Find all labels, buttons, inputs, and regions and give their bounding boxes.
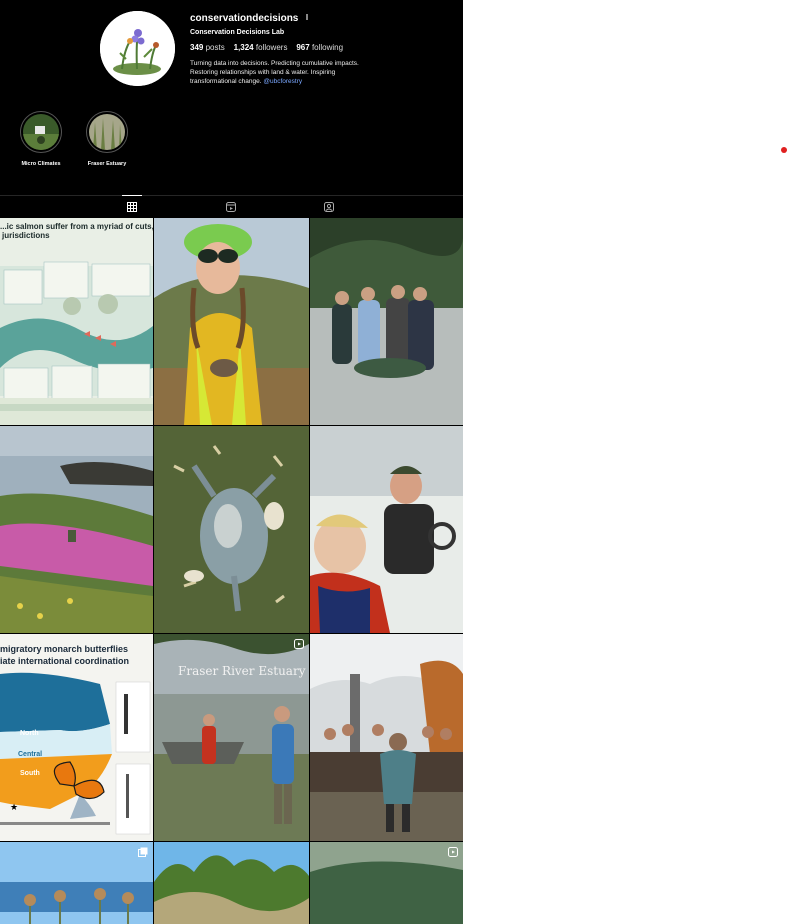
monarch-post-title: migratory monarch butterflies: [0, 644, 129, 654]
reels-icon: [226, 202, 236, 212]
reel-badge-icon: [448, 847, 458, 857]
following-label: following: [311, 43, 344, 52]
reel-badge-icon: [294, 639, 304, 649]
highlight-label: Fraser Estuary: [87, 161, 127, 167]
posts-label: posts: [205, 43, 225, 52]
map-label-south: South: [20, 770, 40, 777]
salmon-post-title: ...ic salmon suffer from a myriad of cut…: [0, 222, 153, 231]
post-salmon-infographic[interactable]: ...ic salmon suffer from a myriad of cut…: [0, 218, 153, 425]
highlight-cover: [89, 114, 125, 150]
map-label-central: Central: [18, 751, 43, 758]
profile-avatar[interactable]: [100, 11, 175, 86]
post-fraser-river-estuary[interactable]: Fraser River Estuary: [154, 634, 309, 841]
tagged-icon: [324, 202, 334, 212]
notification-dot: [781, 147, 787, 153]
following-count: 967: [296, 43, 310, 52]
post-forested-hills[interactable]: [310, 842, 463, 924]
salmon-post-subtitle: jurisdictions: [2, 231, 50, 240]
post-cultural-dancer[interactable]: [310, 634, 463, 841]
tab-tagged[interactable]: [319, 196, 339, 218]
highlight-ring: [86, 111, 128, 153]
grid-icon: [127, 202, 137, 212]
map-label-north: North: [20, 730, 39, 737]
post-coastal-wildflowers[interactable]: [0, 426, 153, 633]
followers-label: followers: [255, 43, 288, 52]
estuary-post-title: Fraser River Estuary: [178, 664, 306, 678]
highlight-ring: [20, 111, 62, 153]
post-boat-selfie[interactable]: [310, 426, 463, 633]
profile-page: conservationdecisions Conservation Decis…: [0, 0, 463, 924]
post-monarch-butterfly-map[interactable]: ★ migratory monarch butterflies iate int…: [0, 634, 153, 841]
post-estuary-team-in-water[interactable]: [310, 218, 463, 425]
post-researcher-holding-bird[interactable]: [154, 218, 309, 425]
highlight-micro-climates[interactable]: Micro Climates: [19, 111, 63, 167]
monarch-post-subtitle: iate international coordination: [0, 656, 130, 666]
tab-posts[interactable]: [122, 195, 142, 218]
post-forest-canopy[interactable]: [154, 842, 309, 924]
highlight-label: Micro Climates: [21, 161, 61, 167]
bio-line-3: transformational change.: [190, 78, 262, 85]
bio-line-1: Turning data into decisions. Predicting …: [190, 60, 359, 67]
bio-link[interactable]: @ubcforestry: [263, 78, 303, 85]
followers-link[interactable]: 1,324 followers: [234, 43, 288, 52]
post-seaside-flowers[interactable]: [0, 842, 153, 924]
highlight-fraser-estuary[interactable]: Fraser Estuary: [85, 111, 129, 167]
svg-text:★: ★: [10, 803, 18, 813]
bio-line-2: Restoring relationships with land & wate…: [190, 69, 336, 76]
followers-count: 1,324: [233, 43, 254, 52]
full-name: Conservation Decisions Lab: [190, 29, 285, 36]
more-options-icon[interactable]: [306, 14, 308, 20]
profile-stats: 349 posts 1,324 followers 967 following: [190, 43, 343, 52]
carousel-badge-icon: [138, 847, 148, 857]
profile-bio: Turning data into decisions. Predicting …: [190, 59, 400, 86]
username: conservationdecisions: [190, 13, 299, 24]
highlight-cover: [23, 114, 59, 150]
posts-count: 349: [190, 43, 204, 52]
tab-reels[interactable]: [221, 196, 241, 218]
following-link[interactable]: 967 following: [296, 43, 343, 52]
profile-tabs: [0, 195, 463, 218]
post-dead-bird-on-ground[interactable]: [154, 426, 309, 633]
